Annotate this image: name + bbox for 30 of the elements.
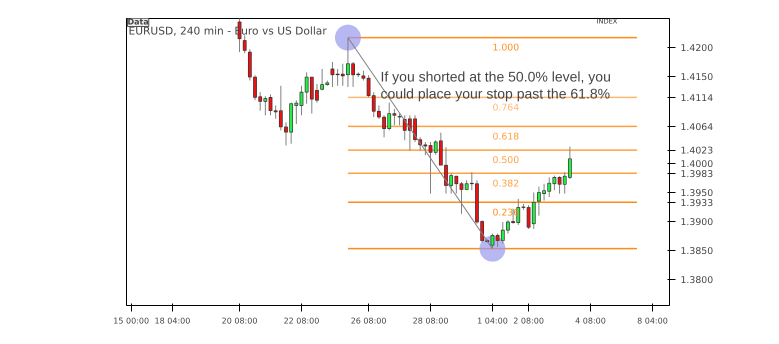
y-tick-label: 1.3900 [680, 216, 714, 228]
y-tick-label: 1.4200 [680, 42, 714, 54]
x-tick-label: 15 00:00 [113, 316, 150, 326]
annotation: 0.382 [492, 178, 520, 190]
x-tick-label: 4 08:00 [575, 316, 606, 326]
candlestick [242, 34, 247, 54]
y-tick-label: 1.3950 [680, 188, 714, 199]
x-tick-label: 22 08:00 [284, 316, 320, 326]
x-tick-label: 28 08:00 [412, 316, 448, 326]
y-tick-label: 1.4064 [680, 122, 714, 133]
y-tick-label: 1.3933 [680, 198, 714, 209]
y-tick-label: 1.3983 [680, 168, 714, 180]
x-tick-label: 1 04:00 [477, 316, 508, 326]
y-tick-label: 1.3850 [680, 246, 714, 257]
y-tick-label: 1.4114 [680, 92, 714, 104]
candlestick [398, 113, 402, 126]
annotation: Data [128, 18, 149, 26]
x-tick-label: 18 04:00 [154, 316, 190, 326]
annotation: 0.618 [492, 131, 520, 142]
x-tick-label: 2 08:00 [513, 316, 544, 326]
y-tick-label: 1.4000 [680, 158, 714, 170]
y-tick-label: 1.4023 [680, 146, 714, 157]
annotation: 0.500 [492, 155, 520, 166]
x-tick-label: 26 08:00 [350, 316, 386, 326]
x-tick-label: 8 04:00 [637, 316, 668, 326]
x-tick-label: 20 08:00 [222, 316, 258, 326]
annotation: 1.000 [492, 42, 520, 54]
y-tick-label: 1.3800 [680, 274, 714, 286]
annotation: 0.764 [492, 102, 520, 114]
y-tick-label: 1.4150 [680, 72, 714, 83]
